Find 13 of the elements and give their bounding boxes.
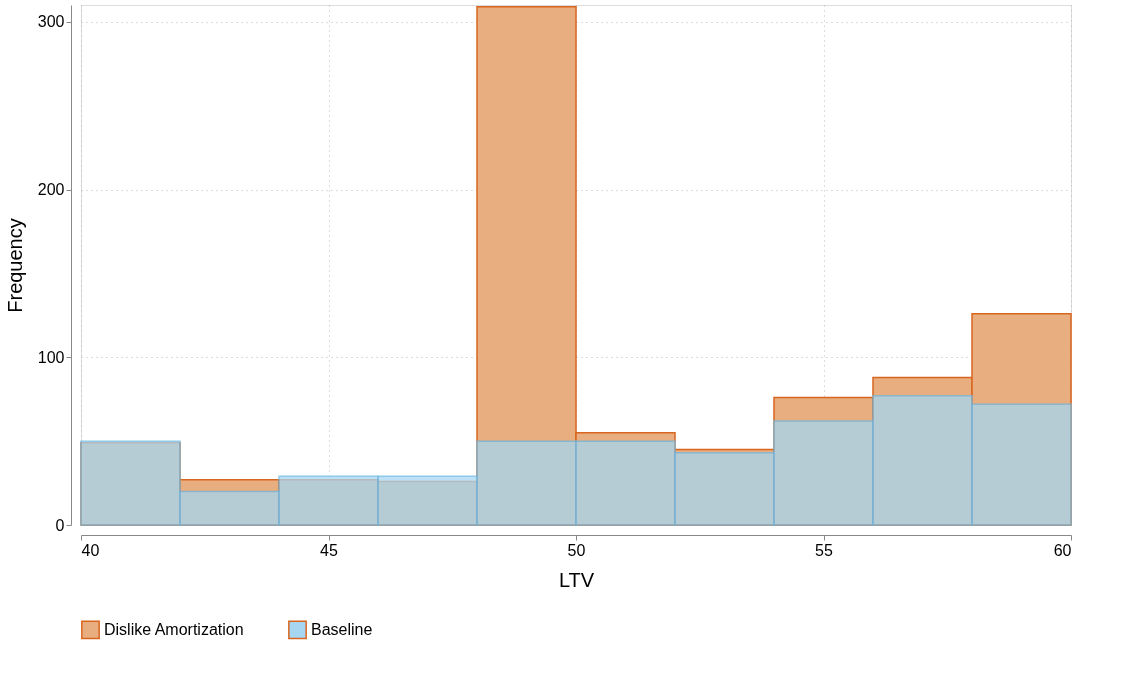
legend-label: Baseline xyxy=(311,620,373,638)
x-tick-label: 45 xyxy=(320,541,338,559)
x-axis-title: LTV xyxy=(558,568,595,591)
x-tick-label: 50 xyxy=(567,541,586,559)
x-tick-label: 60 xyxy=(1053,541,1072,559)
x-tick-label: 55 xyxy=(815,541,833,559)
y-tick-label: 300 xyxy=(37,13,65,31)
y-tick-label: 100 xyxy=(37,348,65,366)
legend-label: Dislike Amortization xyxy=(104,620,244,638)
y-axis-title: Frequency xyxy=(3,218,26,313)
y-tick-label: 0 xyxy=(55,516,65,534)
x-tick-label: 40 xyxy=(81,541,100,559)
y-tick-label: 200 xyxy=(37,181,65,199)
